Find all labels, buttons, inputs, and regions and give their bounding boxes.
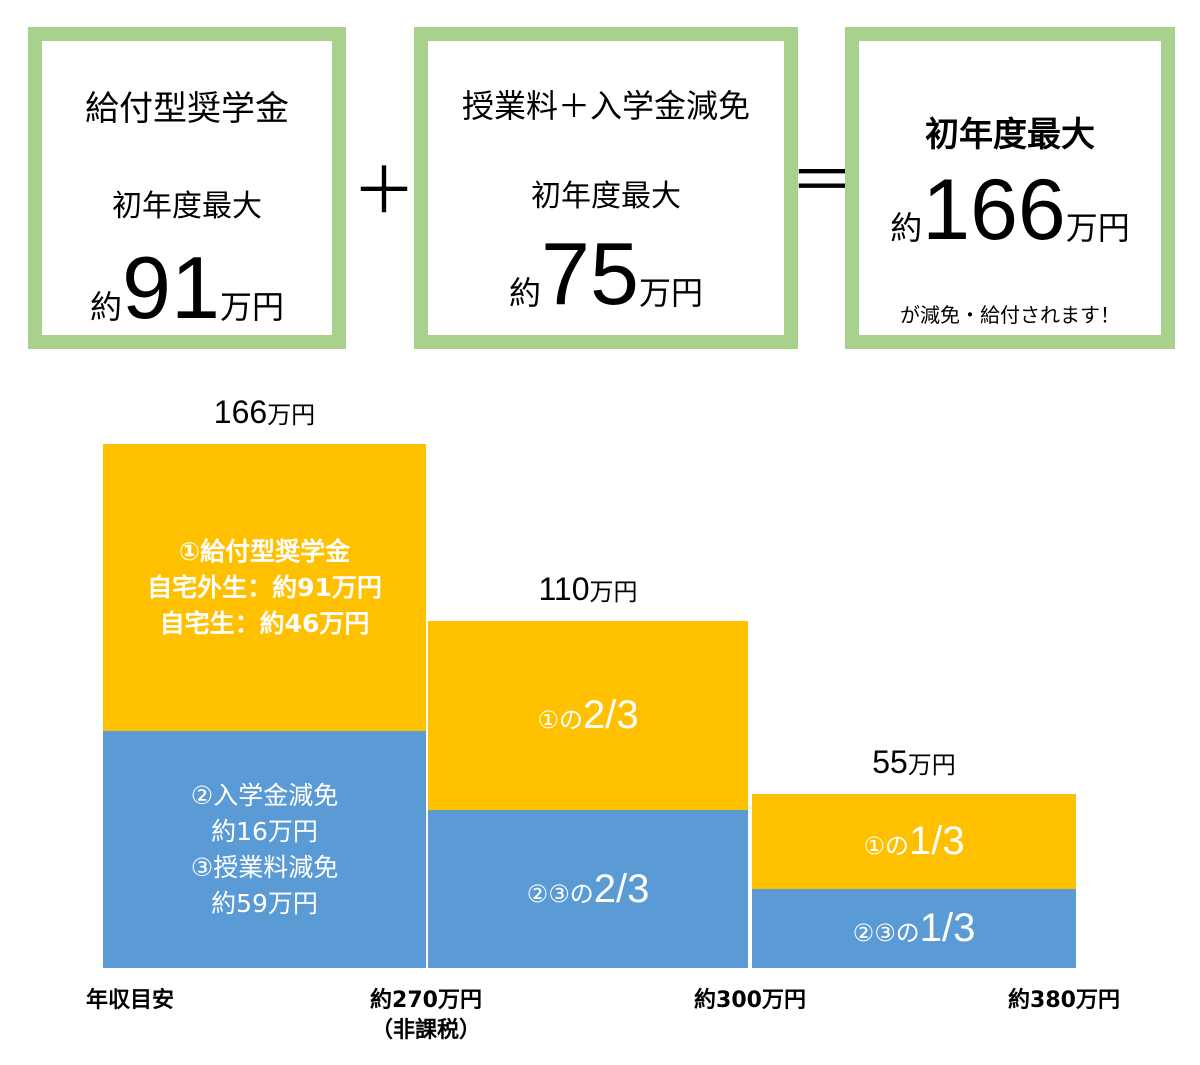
bar-segment-label: ①の2/3 [537, 693, 638, 738]
fraction-value: 1/3 [908, 819, 965, 864]
amount-number: 91 [122, 238, 220, 337]
bar-total-number: 166 [213, 394, 268, 430]
amount-prefix: 約 [90, 288, 123, 326]
total-card-note: が減免・給付されます！ [900, 303, 1120, 327]
equals-sign: ＝ [790, 145, 854, 219]
x-axis-start-label: 年収目安 [85, 988, 174, 1013]
bar-segment-label: ②③の2/3 [527, 867, 650, 912]
fraction-value: 1/3 [919, 906, 976, 951]
fraction-prefix: ②③の [852, 919, 920, 948]
total-card: 初年度最大 約166万円 が減免・給付されます！ [845, 27, 1175, 349]
amount-prefix: 約 [890, 209, 923, 247]
bar-segment-blue: ②③の1/3 [752, 889, 1076, 968]
bar-total-label: 55万円 [814, 744, 1014, 781]
bar-total-label: 166万円 [165, 394, 365, 431]
x-axis-bound-label: 約270万円 （非課税） [326, 986, 526, 1046]
bar-segment-gold: ①の2/3 [428, 620, 748, 811]
x-axis-bound-label: 約380万円 [964, 986, 1164, 1016]
bar-segment-label: 約16万円 [211, 816, 318, 846]
amount-number: 75 [541, 224, 639, 323]
x-axis-bound-note: （非課税） [370, 1018, 481, 1043]
tuition-card-subtitle: 初年度最大 [531, 179, 681, 214]
bar-segment-gold: ①の1/3 [752, 794, 1076, 890]
plus-sign: ＋ [352, 155, 416, 229]
bar-segment-label: ②入学金減免 [190, 780, 339, 810]
bar-segment-blue: ②入学金減免 約16万円 ③授業料減免 約59万円 [103, 731, 426, 968]
x-axis-bound-value: 約300万円 [694, 988, 806, 1013]
total-card-amount: 約166万円 [859, 161, 1161, 260]
tuition-card: 授業料＋入学金減免 初年度最大 約75万円 [414, 27, 798, 349]
bar-segment-blue: ②③の2/3 [428, 810, 748, 968]
bar-total-label: 110万円 [488, 571, 688, 608]
fraction-prefix: ①の [863, 832, 909, 861]
bar-segment-label: ①給付型奨学金 [178, 536, 351, 566]
scholarship-card-title: 給付型奨学金 [85, 89, 289, 129]
x-axis-bound-label: 約300万円 [650, 986, 850, 1016]
bar-segment-label: 約59万円 [211, 888, 318, 918]
fraction-prefix: ②③の [526, 879, 594, 908]
bar-segment-label: ②③の1/3 [853, 906, 976, 951]
bar-total-unit: 万円 [267, 401, 316, 429]
bar-segment-label: 自宅外生：約91万円 [147, 572, 382, 602]
bar-total-unit: 万円 [907, 751, 956, 780]
scholarship-card-subtitle: 初年度最大 [112, 189, 262, 224]
scholarship-card-amount: 約91万円 [42, 237, 332, 339]
x-axis-bound-value: 約380万円 [1008, 988, 1120, 1013]
amount-number: 166 [922, 162, 1066, 258]
scholarship-card: 給付型奨学金 初年度最大 約91万円 [28, 27, 346, 349]
stacked-bar-chart: ②入学金減免 約16万円 ③授業料減免 約59万円 ①給付型奨学金自宅外生：約91万円自… [0, 380, 1200, 1065]
tuition-card-amount: 約75万円 [428, 223, 784, 325]
fraction-value: 2/3 [593, 866, 650, 911]
fraction-prefix: ①の [537, 705, 583, 734]
amount-unit: 万円 [1065, 209, 1130, 247]
bar-total-unit: 万円 [589, 577, 638, 606]
amount-unit: 万円 [219, 288, 284, 326]
bar-segment-label: ①の1/3 [863, 819, 964, 864]
x-axis-bound-value: 約270万円 [370, 988, 482, 1013]
total-card-title: 初年度最大 [925, 115, 1095, 155]
amount-prefix: 約 [509, 274, 542, 312]
bar-total-number: 110 [538, 570, 590, 607]
bar-segment-label: ③授業料減免 [190, 852, 339, 882]
tuition-card-title: 授業料＋入学金減免 [461, 87, 750, 125]
bar-segment-label: 自宅生：約46万円 [159, 608, 370, 638]
fraction-value: 2/3 [582, 692, 639, 737]
amount-unit: 万円 [638, 274, 703, 312]
bar-segment-gold: ①給付型奨学金自宅外生：約91万円 自宅生：約46万円 [103, 444, 426, 732]
bar-total-number: 55 [872, 744, 908, 781]
